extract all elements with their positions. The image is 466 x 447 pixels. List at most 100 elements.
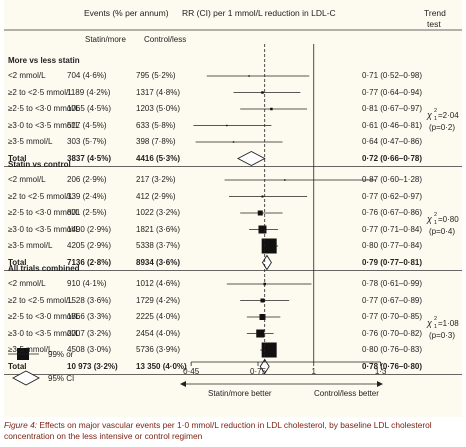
row-label: <2 mmol/L — [8, 71, 46, 80]
group-title: More vs less statin — [8, 56, 80, 65]
row-rr-text: 0·81 (0·67–0·97) — [362, 104, 423, 113]
row-control-events: 1317 (4·8%) — [136, 87, 181, 97]
estimate-square — [248, 75, 250, 77]
x-tick-label: 0·45 — [183, 367, 200, 376]
row-statin-events: 1065 (4·5%) — [67, 104, 112, 113]
total-label: Total — [8, 257, 27, 267]
row-control-events: 2454 (4·0%) — [136, 328, 181, 338]
trend-p: (p=0·4) — [429, 227, 456, 237]
legend-diamond — [12, 370, 40, 386]
row-label: ≥2 to <2·5 mmol/L — [8, 87, 73, 97]
total-control-events: 4416 (5·3%) — [136, 153, 181, 163]
row-label: <2 mmol/L — [8, 175, 46, 184]
total-statin-events: 7136 (2·8%) — [67, 257, 112, 267]
estimate-square — [270, 107, 273, 111]
estimate-square — [226, 124, 228, 127]
estimate-square — [284, 179, 286, 181]
header-statin-more: Statin/more — [85, 35, 126, 44]
row-control-events: 5338 (3·7%) — [136, 241, 181, 250]
estimate-square — [261, 91, 264, 94]
estimate-square — [261, 342, 277, 358]
left-arrow-head — [180, 381, 186, 387]
total-rr-text: 0·79 (0·77–0·81) — [362, 257, 423, 267]
row-rr-text: 0·71 (0·52–0·98) — [362, 71, 423, 80]
trend-chi-df-sub: 1 — [434, 324, 438, 331]
estimate-square — [258, 225, 267, 234]
figure-caption: Figure 4: Effects on major vascular even… — [4, 420, 462, 442]
estimate-square — [259, 314, 266, 320]
header-test: test — [427, 19, 441, 29]
row-label: ≥2·5 to <3·0 mmol/L — [8, 208, 80, 217]
row-label: ≥3·0 to <3·5 mmol/L — [8, 120, 80, 130]
legend-square-label: 99% or — [48, 350, 74, 359]
estimate-square — [260, 298, 265, 303]
row-rr-text: 0·80 (0·77–0·84) — [362, 241, 423, 250]
header-events: Events (% per annum) — [84, 8, 169, 18]
row-label: ≥3·0 to <3·5 mmol/L — [8, 224, 80, 234]
row-label: <2 mmol/L — [8, 279, 46, 288]
row-rr-text: 0·87 (0·60–1·28) — [362, 175, 423, 184]
header-control-less: Control/less — [144, 35, 187, 44]
row-statin-events: 4508 (3·0%) — [67, 345, 112, 354]
caption-label: Figure 4: — [4, 420, 38, 430]
row-rr-text: 0·76 (0·67–0·86) — [362, 208, 423, 217]
arrow-label-left: Statin/more better — [208, 389, 272, 398]
total-diamond — [236, 150, 266, 167]
total-statin-events: 3837 (4·5%) — [67, 153, 112, 163]
row-control-events: 5736 (3·9%) — [136, 345, 181, 354]
estimate-square — [256, 329, 265, 338]
estimate-square — [257, 210, 263, 216]
trend-p: (p=0·2) — [429, 123, 456, 133]
trend-chi: χ — [427, 214, 432, 225]
row-label: ≥3·5 mmol/L — [8, 137, 53, 146]
row-statin-events: 1189 (4·2%) — [67, 87, 111, 97]
row-rr-text: 0·77 (0·67–0·89) — [362, 295, 423, 305]
x-tick-label: 1 — [311, 367, 316, 376]
row-statin-events: 2007 (3·2%) — [67, 328, 112, 338]
header-rr: RR (CI) per 1 mmol/L reduction in LDL-C — [182, 8, 336, 18]
right-arrow-head — [377, 381, 383, 387]
row-control-events: 1012 (4·6%) — [136, 279, 181, 288]
forest-plot — [4, 29, 462, 387]
row-label: ≥3·5 mmol/L — [8, 345, 53, 354]
row-rr-text: 0·61 (0·46–0·81) — [362, 120, 423, 130]
trend-chi-df-sup: 2 — [434, 212, 438, 219]
row-label: ≥2·5 to <3·0 mmol/L — [8, 104, 80, 113]
row-control-events: 412 (2·9%) — [136, 191, 176, 201]
row-control-events: 1729 (4·2%) — [136, 295, 181, 305]
x-tick-label: 1·3 — [374, 367, 387, 376]
row-rr-text: 0·78 (0·61–0·99) — [362, 279, 423, 288]
row-control-events: 633 (5·8%) — [136, 120, 176, 130]
row-rr-text: 0·77 (0·71–0·84) — [362, 224, 423, 234]
trend-chi-df-sub: 1 — [434, 116, 438, 123]
legend-diamond-label: 95% CI — [48, 374, 75, 383]
row-rr-text: 0·80 (0·76–0·83) — [362, 345, 423, 354]
group-title: Statin vs control — [8, 160, 71, 169]
trend-chi: χ — [427, 318, 432, 329]
row-rr-text: 0·77 (0·62–0·97) — [362, 191, 423, 201]
estimate-square — [232, 141, 235, 143]
row-statin-events: 303 (5·7%) — [67, 137, 107, 146]
x-tick-label: 0·75 — [250, 367, 267, 376]
trend-value: =1·08 — [438, 319, 459, 329]
row-control-events: 1022 (3·2%) — [136, 208, 181, 217]
trend-chi-df-sup: 2 — [434, 316, 438, 323]
total-rr-text: 0·78 (0·76–0·80) — [362, 361, 423, 371]
row-statin-events: 704 (4·6%) — [67, 71, 107, 80]
row-statin-events: 910 (4·1%) — [67, 279, 107, 288]
total-label: Total — [8, 361, 27, 371]
total-rr-text: 0·72 (0·66–0·78) — [362, 153, 423, 163]
row-statin-events: 4205 (2·9%) — [67, 241, 112, 250]
estimate-square — [261, 195, 264, 198]
row-label: ≥2 to <2·5 mmol/L — [8, 191, 73, 201]
caption-text: Effects on major vascular events per 1·0… — [4, 420, 432, 441]
figure-panel: Events (% per annum) RR (CI) per 1 mmol/… — [4, 0, 462, 417]
total-statin-events: 10 973 (3·2%) — [67, 361, 118, 371]
arrow-label-right: Control/less better — [314, 389, 379, 398]
trend-value: =0·80 — [438, 215, 459, 225]
row-label: ≥3·5 mmol/L — [8, 241, 53, 250]
row-control-events: 2225 (4·0%) — [136, 312, 181, 321]
estimate-square — [261, 238, 277, 254]
row-statin-events: 801 (2·5%) — [67, 208, 107, 217]
total-label: Total — [8, 153, 27, 163]
